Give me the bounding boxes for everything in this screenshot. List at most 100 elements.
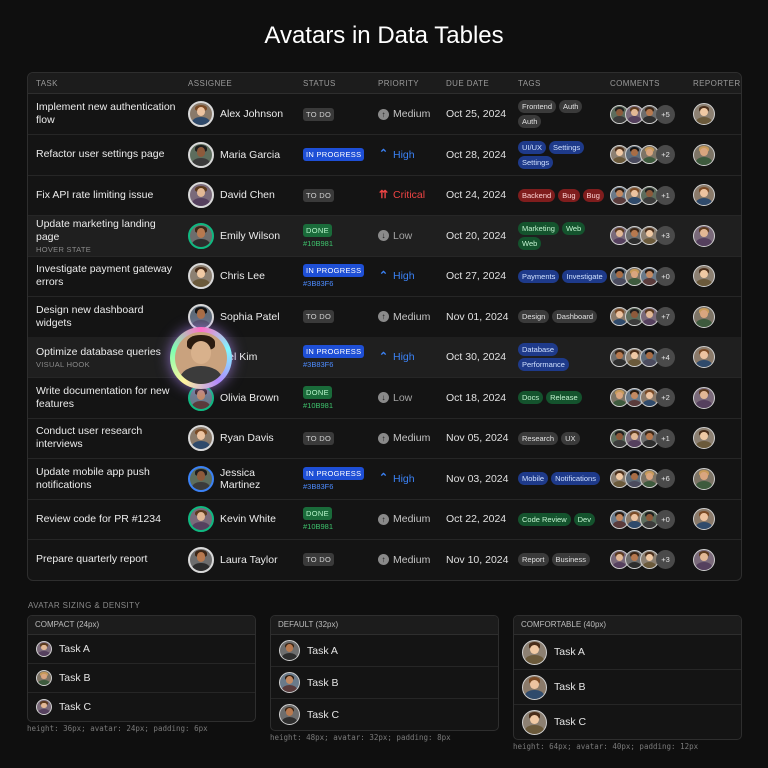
status-badge[interactable]: TO DO — [303, 107, 335, 121]
commenter-avatar[interactable] — [610, 266, 629, 286]
assignee-avatar[interactable] — [188, 465, 214, 492]
status-badge[interactable]: DONE — [303, 223, 332, 237]
task-title[interactable]: Conduct user research interviews — [36, 425, 143, 450]
assignee-avatar[interactable] — [188, 263, 214, 289]
more-commenters-count[interactable]: +6 — [656, 469, 675, 488]
column-header-assignee[interactable]: ASSIGNEE — [188, 79, 233, 88]
assignee-avatar[interactable] — [188, 182, 214, 208]
density-avatar[interactable] — [36, 641, 52, 657]
tag-chip[interactable]: Release — [546, 391, 582, 404]
table-row[interactable]: Update mobile app push notifications Jess… — [28, 459, 741, 500]
table-row[interactable]: Refactor user settings page Maria Garcia I… — [28, 135, 741, 176]
task-title[interactable]: Refactor user settings page — [36, 148, 165, 160]
tag-chip[interactable]: Frontend — [518, 100, 557, 113]
assignee-avatar[interactable] — [188, 222, 214, 249]
commenter-avatar[interactable] — [610, 347, 629, 367]
table-row[interactable]: Fix API rate limiting issue David Chen TO … — [28, 175, 741, 216]
more-commenters-count[interactable]: +0 — [656, 266, 675, 286]
table-row[interactable]: Conduct user research interviews Ryan Dav… — [28, 418, 741, 459]
table-row[interactable]: Implement new authentication flow Alex Jo… — [28, 94, 741, 135]
tag-chip[interactable]: Investigate — [562, 269, 607, 283]
more-commenters-count[interactable]: +4 — [656, 347, 675, 367]
tag-chip[interactable]: Bug — [558, 188, 580, 202]
status-badge[interactable]: TO DO — [303, 431, 335, 445]
status-badge[interactable]: IN PROGRESS — [303, 148, 365, 161]
density-avatar[interactable] — [522, 639, 547, 665]
commenter-avatar[interactable] — [610, 226, 629, 245]
density-list-item[interactable]: Task C — [514, 705, 741, 739]
status-badge[interactable]: IN PROGRESS — [303, 466, 365, 480]
tag-chip[interactable]: Performance — [518, 358, 569, 371]
column-header-tags[interactable]: TAGS — [518, 79, 541, 88]
density-avatar[interactable] — [36, 670, 52, 686]
table-row[interactable]: Review code for PR #1234 Kevin White DONE #… — [28, 499, 741, 540]
task-title[interactable]: Investigate payment gateway errors — [36, 263, 172, 288]
assignee-avatar[interactable] — [188, 141, 214, 168]
commenter-avatar[interactable] — [625, 469, 644, 488]
commenter-avatar-stack[interactable]: +6 — [610, 469, 675, 488]
density-avatar[interactable] — [522, 709, 547, 735]
tag-chip[interactable]: Backend — [518, 188, 556, 202]
reporter-avatar[interactable] — [693, 346, 715, 368]
column-header-reporter[interactable]: REPORTER — [693, 79, 741, 88]
task-title[interactable]: Write documentation for new features — [36, 384, 170, 410]
task-title[interactable]: Update mobile app push notifications — [36, 465, 150, 491]
commenter-avatar-stack[interactable]: +1 — [610, 428, 675, 448]
density-list-item[interactable]: Task B — [28, 664, 255, 693]
more-commenters-count[interactable]: +3 — [656, 550, 675, 569]
density-avatar[interactable] — [279, 704, 300, 725]
column-header-due-date[interactable]: DUE DATE — [446, 79, 490, 88]
task-title[interactable]: Review code for PR #1234 — [36, 512, 161, 525]
tag-chip[interactable]: UX — [561, 431, 580, 445]
commenter-avatar[interactable] — [610, 428, 629, 448]
assignee-avatar[interactable] — [188, 546, 214, 573]
commenter-avatar[interactable] — [610, 550, 629, 569]
density-list-item[interactable]: Task C — [28, 693, 255, 721]
task-title[interactable]: Update marketing landing page — [36, 217, 156, 243]
tag-chip[interactable]: Web — [561, 221, 586, 235]
more-commenters-count[interactable]: +5 — [656, 104, 675, 124]
assignee-avatar[interactable] — [188, 303, 214, 330]
commenter-avatar[interactable] — [640, 307, 659, 326]
commenter-avatar-stack[interactable]: +1 — [610, 185, 675, 205]
reporter-avatar[interactable] — [693, 548, 715, 571]
status-badge[interactable]: TO DO — [303, 310, 335, 323]
tag-chip[interactable]: Marketing — [518, 221, 559, 235]
column-header-task[interactable]: TASK — [36, 79, 58, 88]
reporter-avatar[interactable] — [693, 184, 715, 206]
status-badge[interactable]: DONE — [303, 507, 332, 520]
table-row[interactable]: Optimize database queries VISUAL HOOK niel… — [28, 337, 741, 378]
more-commenters-count[interactable]: +1 — [656, 185, 675, 205]
tag-chip[interactable]: Auth — [518, 115, 542, 128]
reporter-avatar[interactable] — [693, 224, 715, 247]
density-avatar[interactable] — [279, 640, 300, 661]
commenter-avatar[interactable] — [640, 388, 659, 407]
density-list-item[interactable]: Task A — [271, 635, 498, 667]
more-commenters-count[interactable]: +1 — [656, 428, 675, 448]
tag-chip[interactable]: Auth — [559, 100, 583, 113]
more-commenters-count[interactable]: +7 — [656, 307, 675, 326]
commenter-avatar-stack[interactable]: +2 — [610, 145, 675, 164]
commenter-avatar-stack[interactable]: +5 — [610, 104, 675, 124]
commenter-avatar[interactable] — [640, 469, 659, 488]
tag-chip[interactable]: Business — [551, 553, 590, 566]
reporter-avatar[interactable] — [693, 467, 715, 490]
more-commenters-count[interactable]: +3 — [656, 226, 675, 245]
column-header-status[interactable]: STATUS — [303, 79, 336, 88]
reporter-avatar[interactable] — [693, 427, 715, 449]
table-row[interactable]: Prepare quarterly report Laura Taylor TO D… — [28, 540, 741, 580]
density-list-item[interactable]: Task B — [514, 670, 741, 705]
reporter-avatar[interactable] — [693, 508, 715, 530]
reporter-avatar[interactable] — [693, 305, 715, 328]
task-title[interactable]: Implement new authentication flow — [36, 101, 176, 126]
task-title[interactable]: Prepare quarterly report — [36, 553, 148, 565]
tag-chip[interactable]: Report — [518, 553, 549, 566]
tag-chip[interactable]: Payments — [518, 269, 560, 283]
density-avatar[interactable] — [279, 672, 300, 693]
commenter-avatar-stack[interactable]: +0 — [610, 266, 675, 286]
column-header-priority[interactable]: PRIORITY — [378, 79, 419, 88]
table-row[interactable]: Update marketing landing page HOVER STATE… — [28, 215, 741, 257]
tag-chip[interactable]: Notifications — [551, 472, 600, 485]
status-badge[interactable]: IN PROGRESS — [303, 345, 365, 358]
commenter-avatar[interactable] — [610, 145, 629, 164]
